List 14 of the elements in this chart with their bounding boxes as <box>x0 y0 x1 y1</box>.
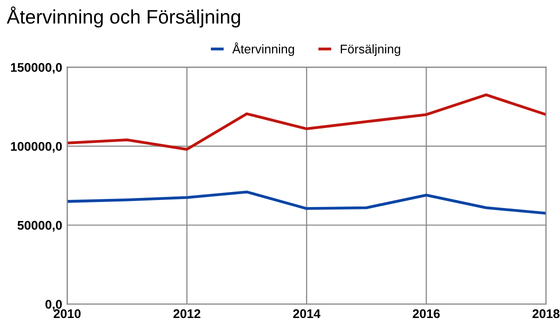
x-tick-label: 2012 <box>173 309 200 318</box>
legend-label: Återvinning <box>232 42 294 56</box>
y-tick-label: 100000,0 <box>10 142 62 153</box>
x-tick-label: 2014 <box>293 309 320 318</box>
x-tick-label: 2010 <box>54 309 81 318</box>
chart-title: Återvinning och Försäljning <box>6 6 240 28</box>
line-series <box>67 190 546 215</box>
y-tick-label: 150000,0 <box>10 63 62 74</box>
legend-label: Försäljning <box>340 44 400 56</box>
y-tick-label: 0,0 <box>45 300 62 311</box>
x-tick-label: 2018 <box>532 309 560 318</box>
x-tick-label: 2016 <box>412 309 440 318</box>
line-series <box>67 93 546 151</box>
y-tick-label: 50000,0 <box>18 220 62 232</box>
